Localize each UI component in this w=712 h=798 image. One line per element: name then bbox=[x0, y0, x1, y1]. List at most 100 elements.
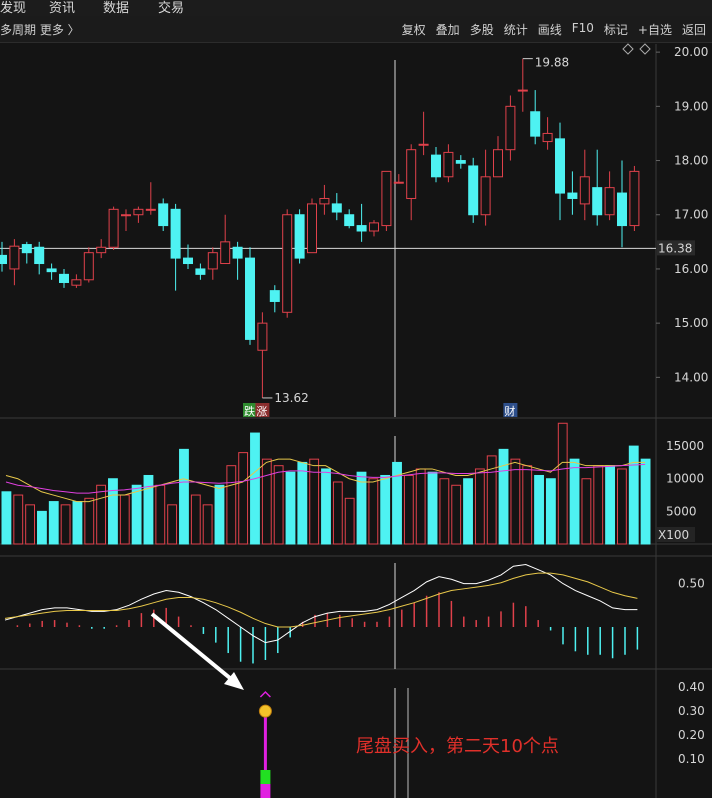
volume-bar bbox=[451, 484, 462, 545]
volume-bar bbox=[557, 422, 568, 545]
event-marker-bg bbox=[255, 403, 270, 417]
candle-body bbox=[183, 257, 193, 265]
volume-bar bbox=[285, 471, 296, 545]
candle-body bbox=[158, 203, 169, 227]
menu-item-trade[interactable]: 交易 bbox=[158, 1, 185, 16]
volume-bar bbox=[569, 458, 580, 545]
candle-body bbox=[307, 203, 317, 254]
event-marker-label: 涨 bbox=[256, 405, 267, 418]
candle-body bbox=[530, 111, 541, 137]
volume-bar bbox=[534, 474, 544, 545]
volume-bar bbox=[321, 468, 331, 545]
event-marker-label: 跌 bbox=[244, 404, 255, 418]
candle-body bbox=[579, 176, 590, 205]
add-watchlist-button[interactable]: +自选 bbox=[637, 23, 672, 37]
price-tick-label: 18.00 bbox=[674, 154, 708, 168]
volume-bar bbox=[545, 478, 556, 545]
volume-bar bbox=[486, 455, 497, 545]
candle-body bbox=[369, 222, 379, 232]
chart-toolbar: 多周期 更多 〉 复权 叠加 多股 统计 画线 F10 标记 +自选 返回 bbox=[0, 16, 712, 43]
candle-body bbox=[493, 149, 503, 178]
restore-rights-button[interactable]: 复权 bbox=[401, 23, 426, 37]
volume-bar bbox=[72, 501, 83, 545]
signal-coin bbox=[258, 704, 272, 718]
candle-body bbox=[245, 257, 255, 340]
low-price-label: 13.62 bbox=[274, 391, 308, 405]
volume-bar bbox=[510, 458, 521, 545]
volume-bar bbox=[309, 458, 320, 545]
volume-bar bbox=[403, 474, 414, 545]
candle-body bbox=[480, 176, 491, 216]
mark-button[interactable]: 标记 bbox=[603, 23, 628, 37]
volume-bar bbox=[344, 497, 355, 545]
volume-bar bbox=[96, 484, 107, 545]
candle-body bbox=[269, 290, 280, 302]
back-button[interactable]: 返回 bbox=[681, 23, 706, 37]
candle-body bbox=[121, 214, 131, 217]
volume-tick-label: 5000 bbox=[666, 504, 697, 518]
price-tick-label: 14.00 bbox=[674, 370, 708, 384]
current-price-box bbox=[657, 240, 695, 256]
volume-bar bbox=[261, 458, 272, 545]
candle-body bbox=[220, 241, 231, 265]
volume-bar bbox=[190, 494, 201, 545]
event-marker-bg bbox=[243, 403, 257, 417]
candle-body bbox=[34, 246, 45, 265]
volume-bar bbox=[167, 504, 178, 545]
candle-body bbox=[195, 268, 206, 275]
volume-bar bbox=[581, 478, 592, 545]
volume-bar bbox=[356, 471, 367, 545]
price-tick-label: 19.00 bbox=[674, 99, 708, 113]
statistics-button[interactable]: 统计 bbox=[503, 23, 528, 37]
candle-body bbox=[393, 181, 404, 184]
volume-bar bbox=[427, 471, 438, 545]
menu-item-data[interactable]: 数据 bbox=[103, 1, 130, 16]
volume-bar bbox=[226, 465, 237, 545]
overlay-button[interactable]: 叠加 bbox=[435, 23, 460, 37]
price-tick-label: 17.00 bbox=[674, 208, 708, 222]
candle-body bbox=[133, 208, 144, 216]
volume-bar bbox=[474, 468, 485, 545]
volume-bar bbox=[380, 474, 391, 545]
period-selector[interactable]: 多周期 更多 〉 bbox=[0, 23, 80, 37]
candle-body bbox=[331, 203, 342, 213]
candle-body bbox=[381, 170, 392, 227]
volume-bar bbox=[179, 448, 189, 545]
volume-tick-label: 10000 bbox=[666, 472, 704, 486]
volume-bar bbox=[37, 510, 47, 545]
candle-body bbox=[282, 214, 293, 313]
current-price-label: 16.38 bbox=[658, 241, 692, 255]
volume-bar bbox=[605, 465, 615, 545]
candle-body bbox=[145, 208, 156, 211]
volume-unit-box bbox=[657, 527, 695, 542]
menu-item-news[interactable]: 资讯 bbox=[49, 1, 76, 16]
volume-bar bbox=[640, 458, 651, 545]
volume-bar bbox=[13, 494, 24, 545]
menu-item-discover[interactable]: 发现 bbox=[0, 1, 27, 16]
volume-bar bbox=[415, 468, 426, 545]
candle-body bbox=[418, 143, 429, 146]
annotation-text: 尾盘买入，第二天10个点 bbox=[356, 736, 559, 757]
diamond-icon bbox=[639, 43, 651, 55]
macd-dea-line bbox=[4, 572, 638, 628]
volume-ma-line bbox=[5, 463, 646, 494]
volume-bar bbox=[214, 484, 225, 545]
volume-bar bbox=[143, 474, 154, 545]
candle-body bbox=[505, 105, 516, 151]
candle-body bbox=[629, 170, 640, 227]
volume-bar bbox=[463, 478, 473, 545]
draw-line-button[interactable]: 画线 bbox=[537, 23, 562, 37]
volume-bar bbox=[238, 452, 249, 545]
diamond-icon bbox=[622, 43, 634, 55]
toolbar-actions: 复权 叠加 多股 统计 画线 F10 标记 +自选 返回 bbox=[402, 21, 706, 38]
signal-tick-label: 0.20 bbox=[678, 728, 705, 742]
multi-stock-button[interactable]: 多股 bbox=[469, 23, 494, 37]
candle-body bbox=[604, 187, 615, 216]
candle-body bbox=[71, 279, 82, 286]
f10-button[interactable]: F10 bbox=[571, 21, 594, 35]
candle-body bbox=[207, 252, 218, 270]
signal-tick-label: 0.40 bbox=[678, 680, 705, 694]
candle-body bbox=[617, 192, 627, 227]
volume-bar bbox=[368, 478, 379, 545]
